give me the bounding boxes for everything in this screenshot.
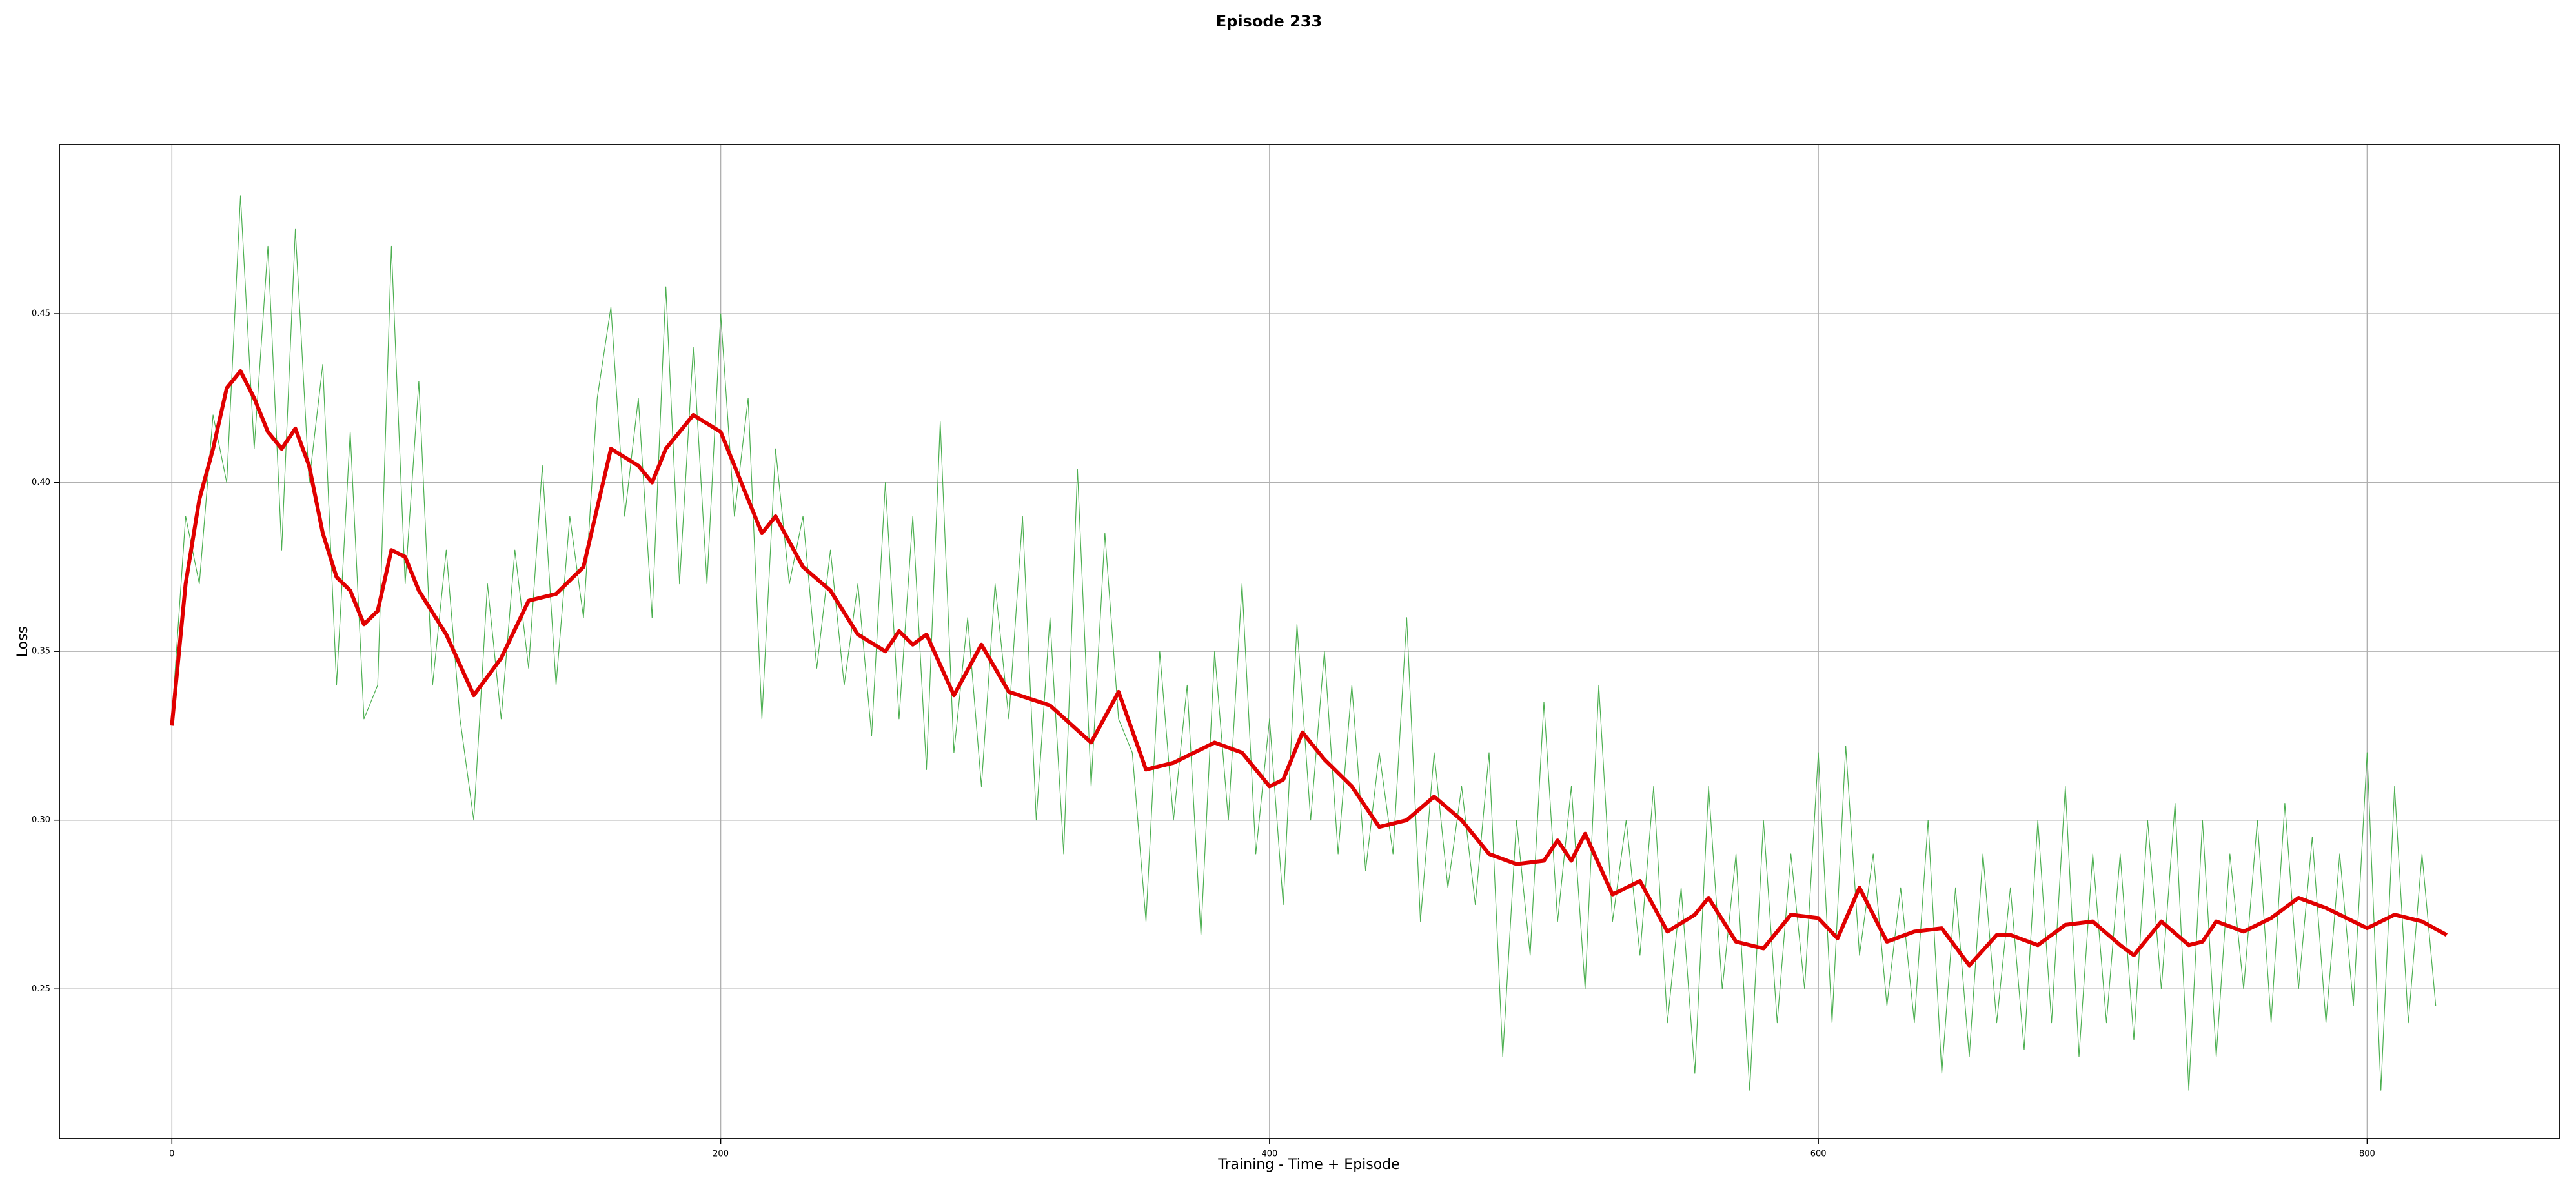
x-tick-label: 800 bbox=[2359, 1150, 2375, 1159]
chart-title: Episode 233 bbox=[1216, 12, 1322, 30]
x-tick-label: 400 bbox=[1261, 1150, 1277, 1159]
y-tick-label: 0.35 bbox=[32, 647, 50, 656]
plot-frame bbox=[59, 144, 2560, 1139]
x-tick-label: 0 bbox=[169, 1150, 174, 1159]
y-tick-label: 0.30 bbox=[32, 815, 50, 825]
data-line bbox=[171, 195, 2437, 1091]
x-tick-label: 600 bbox=[1810, 1150, 1827, 1159]
y-axis-label: Loss bbox=[15, 626, 31, 657]
y-tick-label: 0.45 bbox=[32, 309, 50, 319]
x-tick-label: 200 bbox=[713, 1150, 729, 1159]
x-axis-label: Training - Time + Episode bbox=[1217, 1157, 1399, 1173]
y-tick-label: 0.25 bbox=[32, 984, 50, 994]
data-line bbox=[170, 369, 2448, 968]
y-tick-label: 0.40 bbox=[32, 478, 50, 487]
